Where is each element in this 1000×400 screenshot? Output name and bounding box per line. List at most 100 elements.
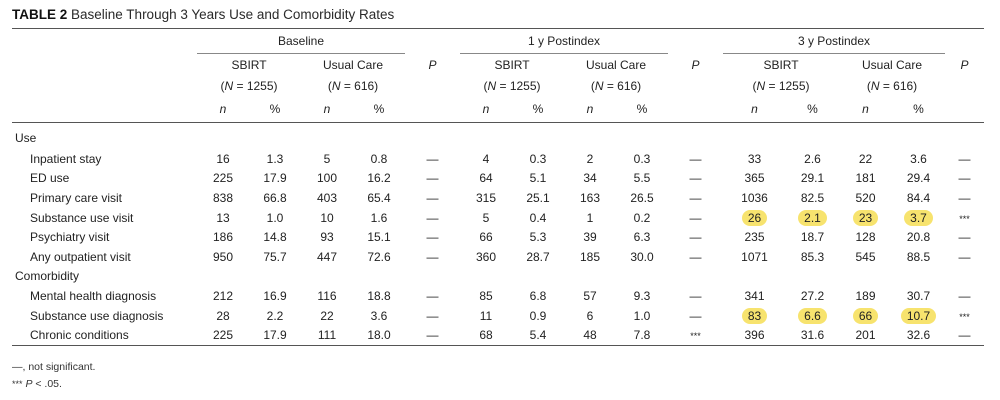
group-n-value: = 616)	[879, 79, 918, 93]
table-cell: —	[668, 208, 723, 228]
cell-value: 85.3	[800, 249, 825, 264]
table-cell: 28	[197, 306, 249, 326]
table-cell: 23	[839, 208, 892, 228]
table-body: Use Inpatient stay 16 1.3 5 0.8—4 0.3 2 0.3—33 2.…	[12, 123, 984, 346]
cell-value: 26.5	[630, 190, 654, 205]
cell-value: 10	[320, 210, 334, 225]
cell-value: 212	[212, 288, 234, 303]
cell-value: 341	[744, 288, 765, 303]
cell-value: 5.4	[529, 328, 547, 343]
table-cell: —	[668, 188, 723, 208]
table-row: Any outpatient visit 950 75.7 447 72.6 — 360 28…	[12, 247, 984, 267]
table-cell: 18.0	[353, 325, 405, 346]
table-cell: 28.7	[512, 247, 564, 267]
table-cell: 9.3	[616, 286, 668, 306]
table-cell: 5.3	[512, 227, 564, 247]
table-cell: 100	[301, 169, 353, 189]
cell-value: 14.8	[263, 230, 287, 245]
cell-value: 1.6	[370, 210, 388, 225]
cell-value: 0.3	[633, 151, 651, 166]
table-cell: 5.4	[512, 325, 564, 346]
cell-value: 65.4	[367, 190, 391, 205]
table-cell: 66	[460, 227, 512, 247]
period-header-row: Baseline 1 y Postindex 3 y Postindex	[12, 29, 984, 54]
table-cell: 5	[301, 149, 353, 169]
cell-value: 0.2	[633, 210, 651, 225]
table-cell: 15.1	[353, 227, 405, 247]
col-pct-3y-1: %	[892, 96, 945, 123]
group-n-label: N	[224, 79, 234, 93]
cell-value: 29.1	[800, 171, 825, 186]
table-cell: 0.4	[512, 208, 564, 228]
cell-value: —	[958, 328, 971, 343]
table-cell: —	[405, 208, 460, 228]
cell-value: —	[426, 230, 439, 245]
period-header-1y: 1 y Postindex	[460, 29, 668, 54]
table-cell: 396	[723, 325, 786, 346]
table-cell: 18.7	[786, 227, 839, 247]
table-cell: 6.6	[786, 306, 839, 326]
cell-value: —	[426, 171, 439, 186]
period-header-3y: 3 y Postindex	[723, 29, 945, 54]
group-n-label: N	[756, 79, 766, 93]
table-cell: 950	[197, 247, 249, 267]
cell-value: 360	[475, 249, 497, 264]
table-cell: —	[405, 149, 460, 169]
table-cell: —	[405, 169, 460, 189]
table-cell: 6	[564, 306, 616, 326]
table-row: Substance use visit 13 1.0 10 1.6 — 5 0.4 1 0.2 — 2…	[12, 208, 984, 228]
cell-value: —	[426, 328, 439, 343]
cell-value: 6.6	[798, 307, 827, 324]
cell-value: 26	[741, 209, 768, 226]
table-cell: —	[945, 325, 984, 346]
cell-value: 7.8	[633, 328, 651, 343]
table-cell: —	[945, 169, 984, 189]
row-label: ED use	[30, 171, 70, 186]
cell-value: —	[426, 288, 439, 303]
group-n-open: (	[483, 79, 488, 93]
cell-value: 84.4	[906, 190, 931, 205]
cell-value: 225	[212, 171, 234, 186]
table-cell: —	[668, 149, 723, 169]
cell-value: 3.6	[910, 151, 927, 166]
col-n-baseline-1: n	[301, 96, 353, 123]
table-cell: 163	[564, 188, 616, 208]
table-cell: —	[405, 325, 460, 346]
group-n-label: N	[594, 79, 604, 93]
cell-value: 5.5	[633, 171, 651, 186]
cell-value: 3.7	[904, 209, 933, 226]
col-pct-3y-0: %	[786, 96, 839, 123]
table-cell: 5	[460, 208, 512, 228]
cell-value: —	[958, 288, 971, 303]
cell-value: 185	[579, 249, 601, 264]
cell-value: —	[426, 151, 439, 166]
table-label: TABLE 2	[12, 7, 68, 22]
table-cell: 545	[839, 247, 892, 267]
cell-value: 1.3	[266, 151, 284, 166]
cell-value: 83	[741, 307, 768, 324]
table-cell: 85	[460, 286, 512, 306]
cell-value: 447	[316, 249, 338, 264]
footnote-p-text: < .05.	[32, 378, 62, 390]
row-label: Any outpatient visit	[30, 249, 131, 264]
row-label: Mental health diagnosis	[30, 288, 157, 303]
table-footnotes: —, not significant. *** P < .05.	[12, 359, 95, 393]
cell-value: 72.6	[367, 249, 391, 264]
cell-value: —	[689, 190, 702, 205]
group-n-value: = 616)	[340, 79, 379, 93]
table-cell: 84.4	[892, 188, 945, 208]
cell-value: 365	[744, 171, 765, 186]
table-cell: 838	[197, 188, 249, 208]
group-name-1y-0: SBIRT	[494, 58, 530, 72]
table-cell: —	[668, 247, 723, 267]
footnote-not-significant: —, not significant.	[12, 361, 96, 373]
table-cell: —	[668, 227, 723, 247]
table-cell: 201	[839, 325, 892, 346]
cell-value: 1.0	[266, 210, 284, 225]
cell-value: 5	[323, 151, 331, 166]
col-n-3y-0: n	[723, 96, 786, 123]
table-cell: 30.0	[616, 247, 668, 267]
cell-value: 116	[317, 288, 337, 303]
table-cell: 403	[301, 188, 353, 208]
cell-value: 18.0	[367, 328, 391, 343]
